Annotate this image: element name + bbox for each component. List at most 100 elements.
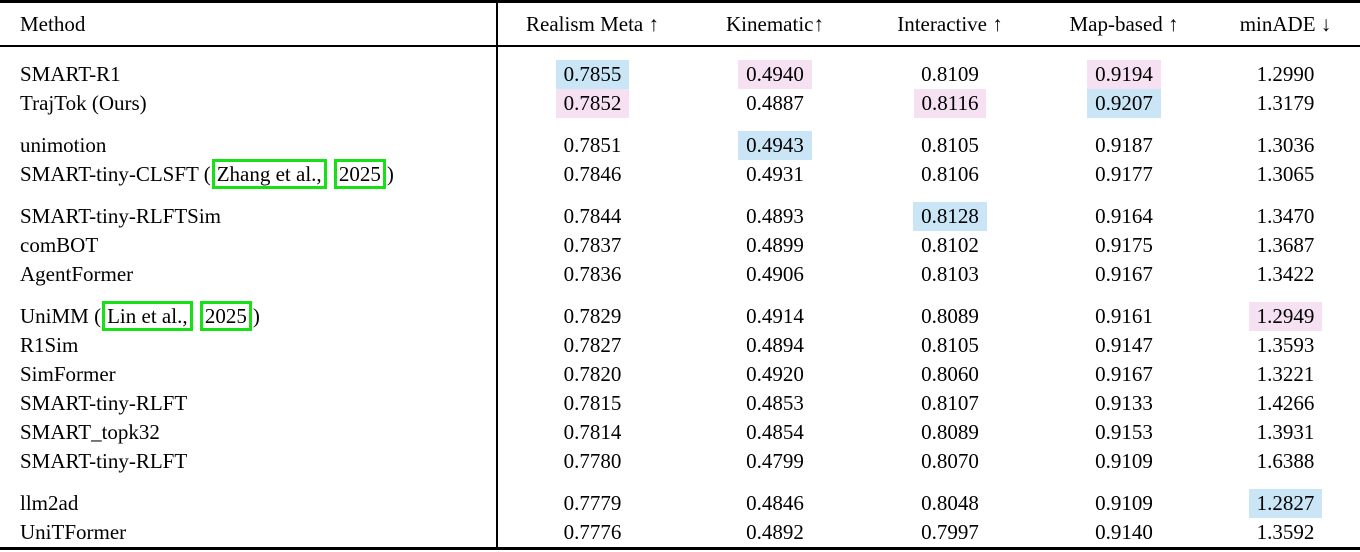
metric-cell: 0.4906 xyxy=(746,262,804,286)
metric-cell: 0.8105 xyxy=(921,133,979,157)
metric-cell: 0.7829 xyxy=(563,304,622,328)
metric-cell: 1.3593 xyxy=(1256,333,1315,357)
metric-cell: 1.3179 xyxy=(1256,91,1315,115)
method-cell: UniMM (Lin et al., 2025) xyxy=(0,289,498,331)
method-name-text: R1Sim xyxy=(20,333,79,357)
metric-cell: 0.9207 xyxy=(1037,89,1211,118)
metric-cell: 0.9167 xyxy=(1095,262,1153,286)
metric-cell: 0.8102 xyxy=(921,233,979,257)
metric-cell: 0.7837 xyxy=(563,233,622,257)
metric-cell: 0.7855 xyxy=(497,46,687,89)
method-cell: TrajTok (Ours) xyxy=(0,89,498,118)
metric-cell: 0.8060 xyxy=(921,362,979,386)
metric-cell: 1.3931 xyxy=(1256,420,1315,444)
metric-cell: 1.3687 xyxy=(1256,233,1315,257)
metric-cell: 0.9164 xyxy=(1095,204,1153,228)
table-row: UniTFormer 0.7776 0.4892 0.7997 0.9140 1.359… xyxy=(0,518,1360,547)
col-header-kinematic: Kinematic↑ xyxy=(687,3,863,47)
method-cell: comBOT xyxy=(0,231,498,260)
method-name-text: SimFormer xyxy=(20,362,116,386)
method-name-text: unimotion xyxy=(20,133,107,157)
method-name-text: AgentFormer xyxy=(20,262,134,286)
metric-cell: 0.4894 xyxy=(746,333,804,357)
method-name-text: ) xyxy=(386,162,394,186)
method-name-text: UniTFormer xyxy=(20,520,127,544)
header-row: Method Realism Meta ↑ Kinematic↑ Interac… xyxy=(0,3,1360,47)
method-name-text: SMART-tiny-RLFT xyxy=(20,391,188,415)
method-cell: SMART-tiny-CLSFT (Zhang et al., 2025) xyxy=(0,159,498,189)
metric-cell: 0.7844 xyxy=(563,204,622,228)
metric-cell: 0.7779 xyxy=(563,491,622,515)
metric-cell: 0.7815 xyxy=(563,391,622,415)
metric-cell: 0.4853 xyxy=(746,391,804,415)
metric-cell: 1.3592 xyxy=(1256,520,1315,544)
metric-cell: 0.9167 xyxy=(1095,362,1153,386)
method-name-text: UniMM ( xyxy=(20,304,102,328)
table-row: SMART-tiny-RLFTSim 0.7844 0.4893 0.8128 0.9… xyxy=(0,189,1360,231)
metric-cell: 0.7780 xyxy=(563,449,622,473)
table-row: SMART-tiny-RLFT 0.7780 0.4799 0.8070 0.9109… xyxy=(0,447,1360,476)
metric-cell: 1.2990 xyxy=(1256,62,1315,86)
metric-cell: 0.8105 xyxy=(921,333,979,357)
best-value-highlight: 1.2827 xyxy=(1248,489,1323,518)
table-row: TrajTok (Ours) 0.7852 0.4887 0.8116 0.9207 1… xyxy=(0,89,1360,118)
metric-cell: 0.7820 xyxy=(563,362,622,386)
second-best-value-highlight: 0.7852 xyxy=(555,89,630,118)
method-cell: AgentFormer xyxy=(0,260,498,289)
second-best-value-highlight: 0.9194 xyxy=(1087,60,1161,89)
method-cell: SMART-tiny-RLFTSim xyxy=(0,189,498,231)
metric-cell: 0.9187 xyxy=(1095,133,1153,157)
metric-cell: 0.4940 xyxy=(687,46,863,89)
metric-cell: 0.9109 xyxy=(1095,449,1153,473)
metric-cell: 1.6388 xyxy=(1256,449,1315,473)
method-cell: UniTFormer xyxy=(0,518,498,547)
method-name-text: SMART_topk32 xyxy=(20,420,160,444)
table-row: unimotion 0.7851 0.4943 0.8105 0.9187 1.3036 xyxy=(0,118,1360,160)
metric-cell: 0.4899 xyxy=(746,233,804,257)
metric-cell: 0.8070 xyxy=(921,449,979,473)
col-header-realism-meta: Realism Meta ↑ xyxy=(497,3,687,47)
citation-link[interactable]: 2025 xyxy=(333,159,386,189)
method-cell: R1Sim xyxy=(0,331,498,360)
metric-cell: 0.8109 xyxy=(921,62,979,86)
metric-cell: 1.3065 xyxy=(1256,162,1315,186)
benchmark-results-table: Method Realism Meta ↑ Kinematic↑ Interac… xyxy=(0,3,1360,547)
table-row: AgentFormer 0.7836 0.4906 0.8103 0.9167 1.34… xyxy=(0,260,1360,289)
metric-cell: 0.8089 xyxy=(921,304,979,328)
metric-cell: 0.9147 xyxy=(1095,333,1153,357)
second-best-value-highlight: 0.4940 xyxy=(738,60,812,89)
metric-cell: 0.9175 xyxy=(1095,233,1153,257)
col-header-map-based: Map-based ↑ xyxy=(1037,3,1211,47)
metric-cell: 0.9133 xyxy=(1095,391,1153,415)
metric-cell: 0.8103 xyxy=(921,262,979,286)
citation-link[interactable]: Lin et al., xyxy=(102,301,193,331)
metric-cell: 1.3470 xyxy=(1256,204,1315,228)
metric-cell: 0.9140 xyxy=(1095,520,1153,544)
method-cell: SMART-tiny-RLFT xyxy=(0,389,498,418)
metric-cell: 0.7997 xyxy=(921,520,979,544)
citation-link[interactable]: Zhang et al., xyxy=(211,159,327,189)
metric-cell: 1.3422 xyxy=(1256,262,1315,286)
citation-link[interactable]: 2025 xyxy=(199,301,252,331)
table-row: SMART-tiny-CLSFT (Zhang et al., 2025) 0.… xyxy=(0,159,1360,189)
table-row: comBOT 0.7837 0.4899 0.8102 0.9175 1.3687 xyxy=(0,231,1360,260)
metric-cell: 0.9177 xyxy=(1095,162,1153,186)
col-header-minade: minADE ↓ xyxy=(1211,3,1360,47)
metric-cell: 0.4943 xyxy=(687,118,863,160)
method-cell: SMART-R1 xyxy=(0,46,498,89)
col-header-interactive: Interactive ↑ xyxy=(863,3,1037,47)
metric-cell: 1.2949 xyxy=(1211,289,1360,331)
table-row: SMART-tiny-RLFT 0.7815 0.4853 0.8107 0.9133… xyxy=(0,389,1360,418)
metric-cell: 0.7776 xyxy=(563,520,622,544)
method-cell: llm2ad xyxy=(0,476,498,518)
metric-cell: 0.4931 xyxy=(746,162,804,186)
second-best-value-highlight: 0.8116 xyxy=(913,89,987,118)
metric-cell: 0.4846 xyxy=(746,491,804,515)
metric-cell: 0.8089 xyxy=(921,420,979,444)
metric-cell: 0.7814 xyxy=(563,420,622,444)
metric-cell: 0.9109 xyxy=(1095,491,1153,515)
table-row: R1Sim 0.7827 0.4894 0.8105 0.9147 1.3593 xyxy=(0,331,1360,360)
table-row: SMART_topk32 0.7814 0.4854 0.8089 0.9153 1.3… xyxy=(0,418,1360,447)
metric-cell: 1.4266 xyxy=(1256,391,1315,415)
table-row: SMART-R1 0.7855 0.4940 0.8109 0.9194 1.2990 xyxy=(0,46,1360,89)
